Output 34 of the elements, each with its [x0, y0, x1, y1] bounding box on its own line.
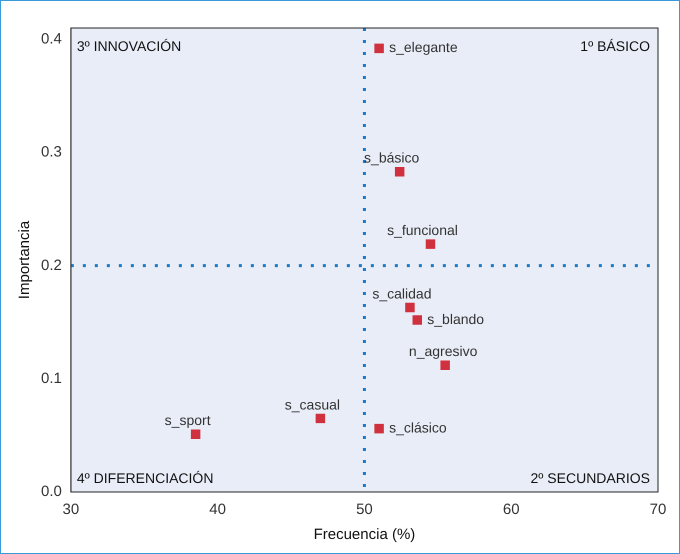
annotation: s_elegante — [389, 39, 458, 56]
point — [316, 414, 326, 424]
annotation: s_clásico — [389, 419, 447, 436]
annotation: s_calidad — [372, 285, 432, 302]
y-tick-label: 0.0 — [40, 483, 62, 500]
y-axis-title: Importancia — [16, 220, 34, 300]
annotation: 2º SECUNDARIOS — [530, 470, 650, 486]
y-tick-label: 0.1 — [40, 370, 62, 387]
x-tick-label: 40 — [209, 501, 226, 518]
annotation: s_básico — [364, 150, 420, 166]
annotation: n_agresivo — [408, 343, 478, 360]
point — [440, 360, 450, 370]
point — [374, 424, 384, 434]
point — [426, 239, 436, 249]
point — [394, 166, 404, 176]
point — [405, 302, 415, 312]
annotation: s_funcional — [387, 222, 458, 238]
annotation: 1º BÁSICO — [580, 38, 650, 54]
point — [374, 44, 384, 54]
x-tick-label: 70 — [650, 501, 666, 518]
y-tick-label: 0.3 — [40, 144, 62, 161]
x-tick-label: 60 — [502, 501, 520, 518]
annotation: s_casual — [284, 396, 340, 412]
y-tick-label: 0.2 — [40, 256, 62, 274]
annotation: 3º INNOVACIÓN — [76, 38, 182, 54]
annotation: s_blando — [427, 310, 484, 327]
annotation: 4º DIFERENCIACIÓN — [76, 470, 214, 486]
x-tick-label: 50 — [356, 501, 373, 518]
x-tick-label: 30 — [62, 501, 80, 518]
x-axis-title: Frecuencia (%) — [314, 526, 416, 544]
point — [190, 430, 200, 440]
annotation: s_sport — [164, 412, 211, 428]
point — [412, 315, 422, 325]
y-tick-label: 0.4 — [40, 30, 62, 48]
